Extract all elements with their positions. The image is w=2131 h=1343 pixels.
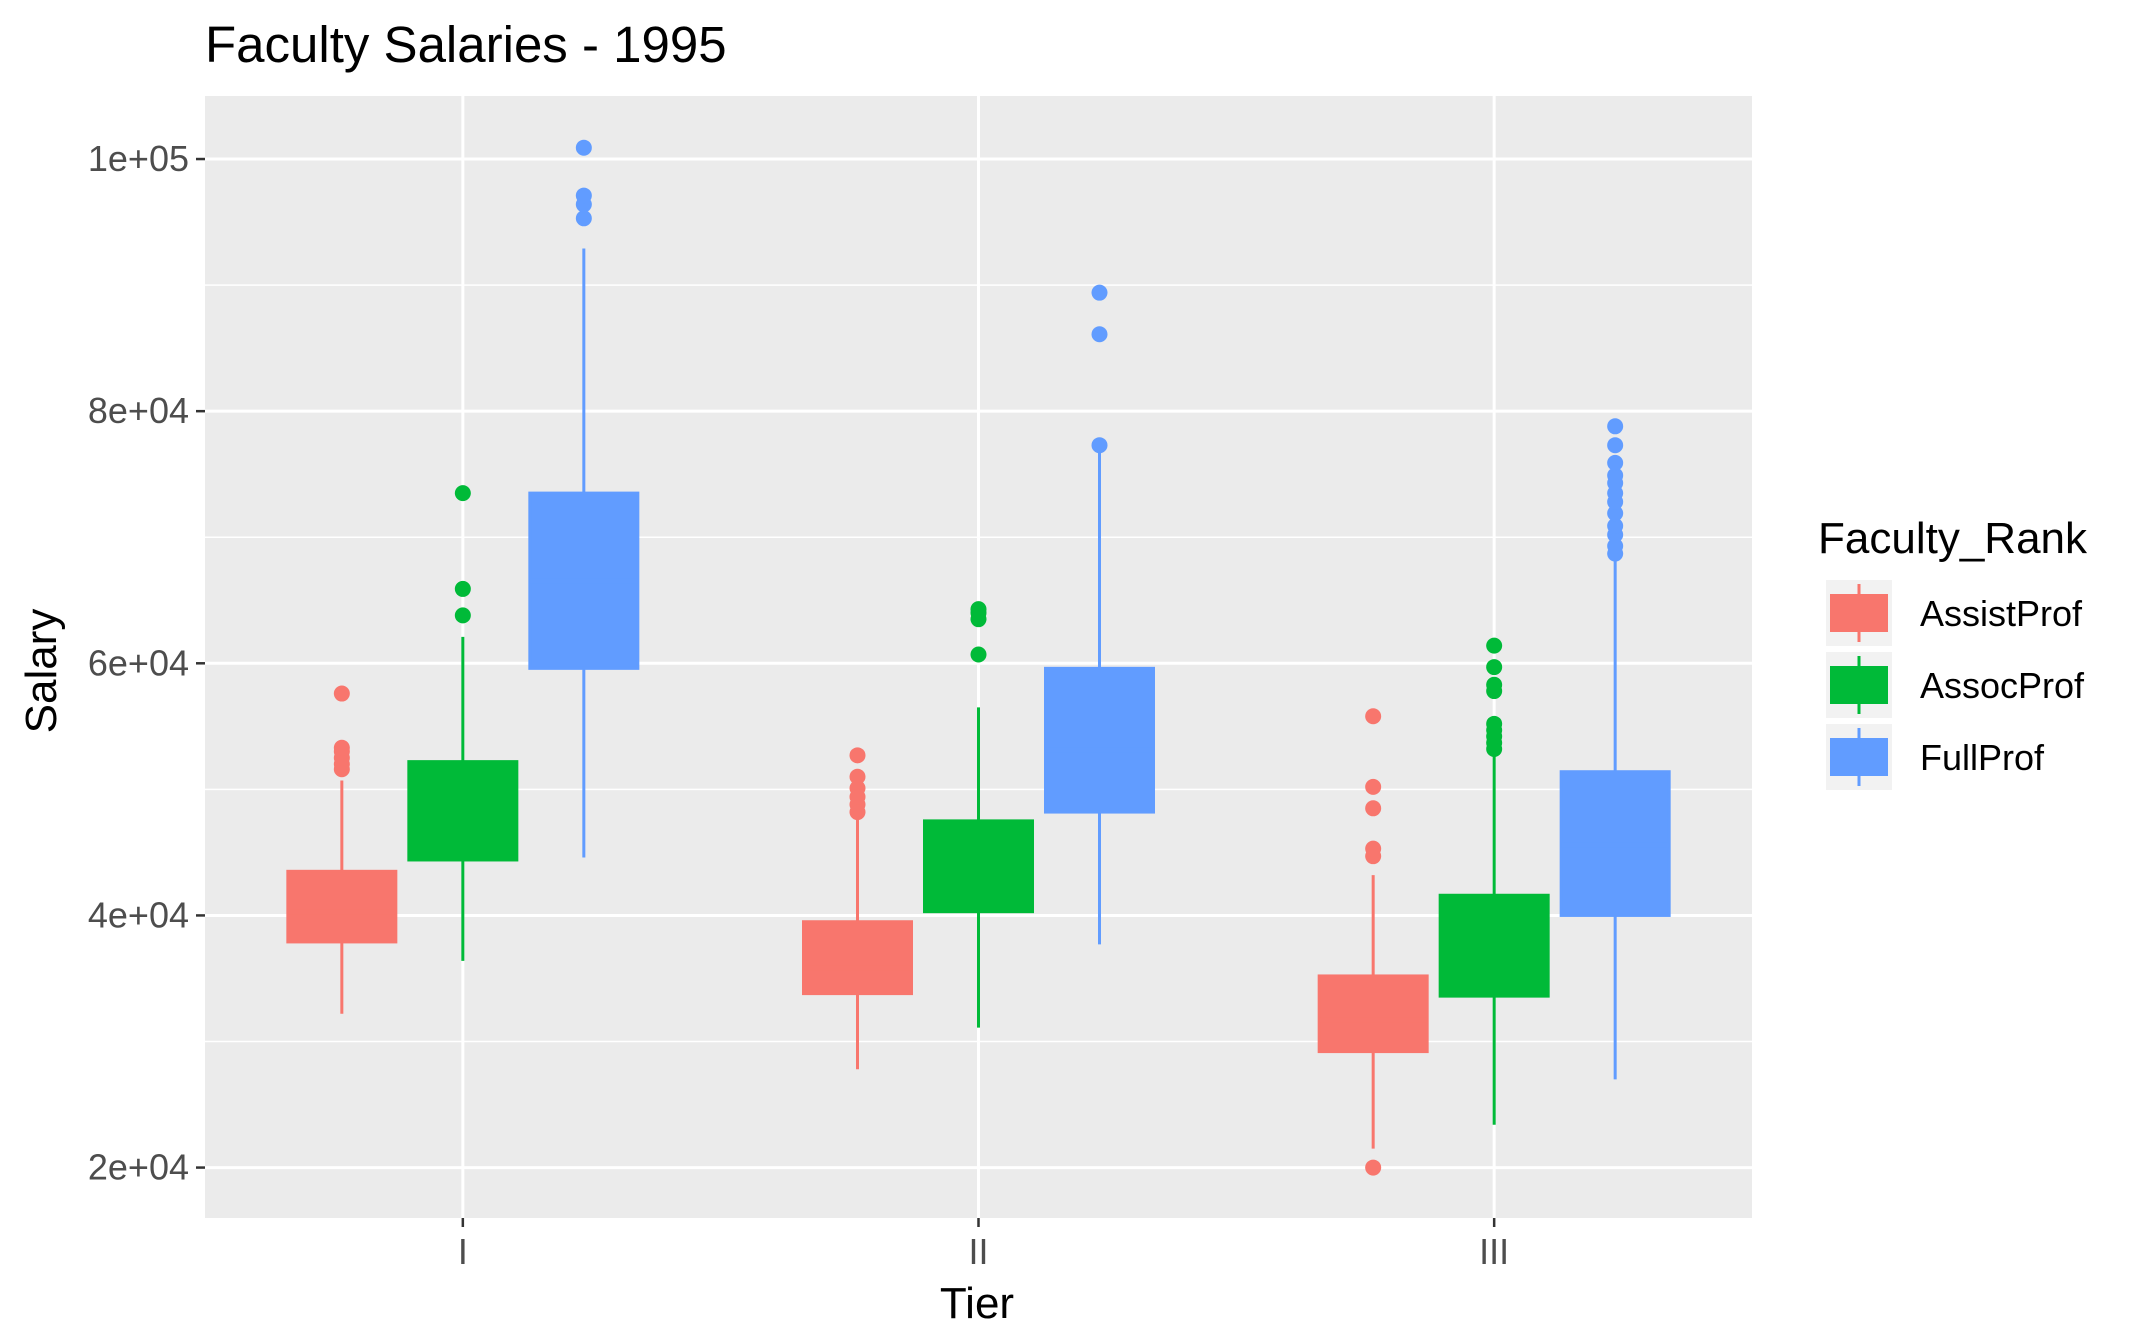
- x-tick-label: I: [458, 1231, 468, 1272]
- outlier-point: [1607, 538, 1624, 555]
- outlier-point: [1091, 437, 1108, 454]
- outlier-point: [849, 768, 866, 785]
- box: [407, 760, 519, 862]
- outlier-point: [333, 739, 350, 756]
- box: [923, 819, 1034, 914]
- legend-key-box: [1830, 666, 1888, 704]
- outlier-point: [1486, 715, 1503, 732]
- y-axis: 2e+04 4e+04 6e+04 8e+04 1e+05: [88, 138, 205, 1188]
- legend-item-FullProf: FullProf: [1826, 724, 2045, 790]
- outlier-point: [1365, 840, 1382, 857]
- outlier-point: [970, 646, 987, 663]
- legend: Faculty_Rank AssistProf AssocProf FullProf: [1818, 514, 2088, 790]
- outlier-point: [849, 780, 866, 797]
- outlier-point: [575, 139, 592, 156]
- outlier-point: [454, 580, 471, 597]
- outlier-point: [1365, 1159, 1382, 1176]
- outlier-point: [1607, 505, 1624, 522]
- x-tick-label: III: [1479, 1231, 1509, 1272]
- outlier-point: [1607, 437, 1624, 454]
- outlier-point: [1091, 326, 1108, 343]
- x-tick-label: II: [968, 1231, 988, 1272]
- outlier-point: [1365, 800, 1382, 817]
- x-axis-title: Tier: [940, 1279, 1014, 1328]
- outlier-point: [970, 601, 987, 618]
- legend-label: FullProf: [1920, 737, 2045, 778]
- box: [1317, 974, 1429, 1054]
- outlier-point: [1607, 418, 1624, 435]
- outlier-point: [1607, 454, 1624, 471]
- legend-key-box: [1830, 594, 1888, 632]
- outlier-point: [1365, 778, 1382, 795]
- outlier-point: [1486, 637, 1503, 654]
- box: [286, 869, 398, 944]
- legend-key-box: [1830, 738, 1888, 776]
- outlier-point: [333, 685, 350, 702]
- outlier-point: [575, 187, 592, 204]
- outlier-point: [849, 747, 866, 764]
- y-tick-label: 6e+04: [88, 642, 189, 683]
- outlier-point: [1091, 284, 1108, 301]
- outlier-point: [1486, 659, 1503, 676]
- y-tick-label: 8e+04: [88, 390, 189, 431]
- legend-label: AssistProf: [1920, 593, 2083, 634]
- outlier-point: [454, 485, 471, 502]
- y-tick-label: 4e+04: [88, 894, 189, 935]
- legend-label: AssocProf: [1920, 665, 2085, 706]
- box: [1044, 666, 1155, 814]
- y-tick-label: 1e+05: [88, 138, 189, 179]
- outlier-point: [1486, 676, 1503, 693]
- outlier-point: [454, 607, 471, 624]
- legend-title: Faculty_Rank: [1818, 514, 2088, 563]
- series-FullProf: [528, 139, 1671, 1080]
- x-axis: I II III: [458, 1218, 1509, 1272]
- outlier-point: [1607, 467, 1624, 484]
- chart-title: Faculty Salaries - 1995: [205, 16, 727, 73]
- series-AssistProf: [286, 685, 1429, 1176]
- series-AssocProf: [407, 485, 1550, 1125]
- outlier-point: [575, 210, 592, 227]
- y-tick-label: 2e+04: [88, 1147, 189, 1188]
- legend-item-AssistProf: AssistProf: [1826, 580, 2083, 646]
- box-series-layer: [286, 139, 1671, 1176]
- outlier-point: [1607, 517, 1624, 534]
- legend-item-AssocProf: AssocProf: [1826, 652, 2085, 718]
- outlier-point: [1365, 708, 1382, 725]
- box: [802, 920, 913, 996]
- y-axis-title: Salary: [17, 609, 66, 734]
